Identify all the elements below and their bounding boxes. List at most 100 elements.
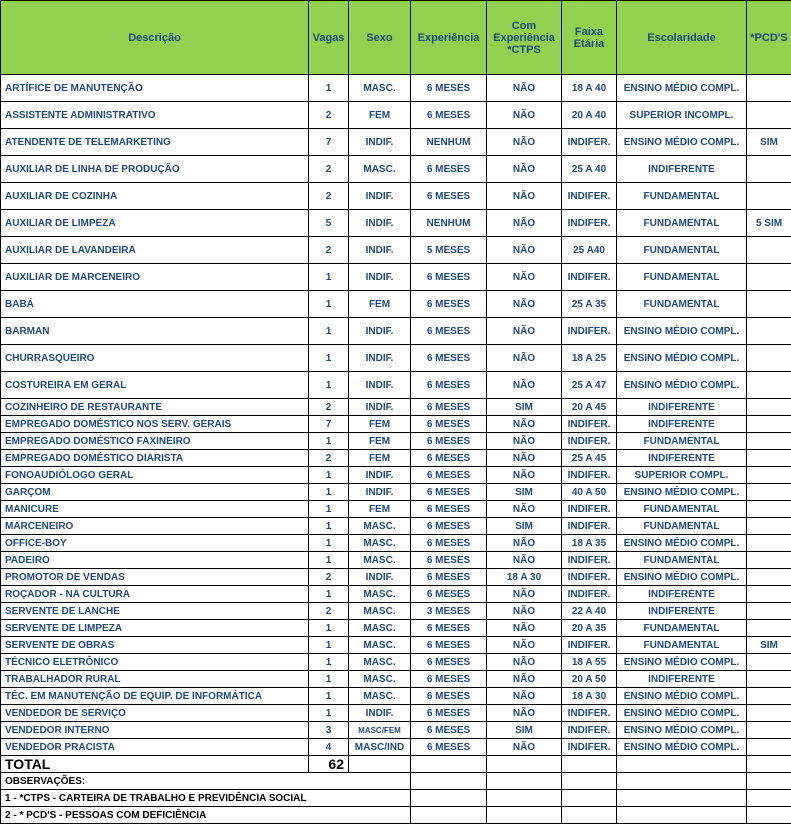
table-row: TÉC. EM MANUTENÇÃO DE EQUIP. DE INFORMÁT… [1, 688, 791, 705]
cell-descricao: CHURRASQUEIRO [1, 345, 309, 372]
cell-5: 25 A 45 [562, 450, 617, 467]
cell-5: INDIFER. [562, 210, 617, 237]
cell-7 [747, 372, 791, 399]
cell-4: NÃO [487, 620, 562, 637]
jobs-table: Descrição Vagas Sexo Experiência Com Exp… [0, 0, 791, 824]
empty-cell [747, 773, 791, 790]
cell-4: NÃO [487, 129, 562, 156]
cell-3: 6 MESES [411, 484, 487, 501]
total-value: 62 [309, 756, 349, 773]
cell-4: NÃO [487, 450, 562, 467]
cell-4: NÃO [487, 156, 562, 183]
cell-7 [747, 467, 791, 484]
table-row: CHURRASQUEIRO1INDIF.6 MESESNÃO18 A 25ENS… [1, 345, 791, 372]
table-row: GARÇOM1INDIF.6 MESESSIM40 A 50ENSINO MÉD… [1, 484, 791, 501]
cell-5: INDIFER. [562, 739, 617, 756]
table-row: TRABALHADOR RURAL1MASC.6 MESESNÃO20 A 50… [1, 671, 791, 688]
cell-6: SUPERIOR INCOMPL. [617, 102, 747, 129]
cell-1: 2 [309, 183, 349, 210]
cell-5: 22 A 40 [562, 603, 617, 620]
cell-3: 6 MESES [411, 501, 487, 518]
empty-cell [411, 773, 487, 790]
cell-4: NÃO [487, 237, 562, 264]
cell-7 [747, 688, 791, 705]
cell-descricao: ROÇADOR - NA CULTURA [1, 586, 309, 603]
cell-1: 2 [309, 603, 349, 620]
table-row: FONOAUDIÓLOGO GERAL1INDIF.6 MESESNÃOINDI… [1, 467, 791, 484]
cell-descricao: SERVENTE DE OBRAS [1, 637, 309, 654]
cell-4: NÃO [487, 183, 562, 210]
empty-cell [411, 790, 487, 807]
cell-2: INDIF. [349, 183, 411, 210]
empty-cell [617, 756, 747, 773]
cell-5: INDIFER. [562, 416, 617, 433]
cell-7 [747, 102, 791, 129]
cell-descricao: ARTÍFICE DE MANUTENÇÃO [1, 75, 309, 102]
empty-cell [487, 790, 562, 807]
cell-4: NÃO [487, 688, 562, 705]
cell-5: INDIFER. [562, 637, 617, 654]
cell-4: NÃO [487, 586, 562, 603]
cell-6: ENSINO MÉDIO COMPL. [617, 739, 747, 756]
cell-1: 2 [309, 450, 349, 467]
cell-2: MASC. [349, 156, 411, 183]
cell-4: NÃO [487, 372, 562, 399]
observation-row: 1 - *CTPS - CARTEIRA DE TRABALHO E PREVI… [1, 790, 791, 807]
table-row: PADEIRO1MASC.6 MESESNÃOINDIFER.FUNDAMENT… [1, 552, 791, 569]
cell-6: ENSINO MÉDIO COMPL. [617, 372, 747, 399]
cell-1: 1 [309, 484, 349, 501]
cell-6: ENSINO MÉDIO COMPL. [617, 654, 747, 671]
observation-text: 1 - *CTPS - CARTEIRA DE TRABALHO E PREVI… [1, 790, 411, 807]
cell-descricao: PROMOTOR DE VENDAS [1, 569, 309, 586]
cell-5: 18 A 30 [562, 688, 617, 705]
cell-2: INDIF. [349, 210, 411, 237]
cell-3: 6 MESES [411, 739, 487, 756]
cell-2: MASC/FEM [349, 722, 411, 739]
cell-7 [747, 722, 791, 739]
empty-cell [349, 756, 411, 773]
cell-2: INDIF. [349, 318, 411, 345]
cell-4: SIM [487, 518, 562, 535]
cell-6: FUNDAMENTAL [617, 637, 747, 654]
cell-2: FEM [349, 291, 411, 318]
header-vagas: Vagas [309, 1, 349, 75]
cell-5: INDIFER. [562, 501, 617, 518]
cell-descricao: ASSISTENTE ADMINISTRATIVO [1, 102, 309, 129]
header-escolaridade: Escolaridade [617, 1, 747, 75]
table-row: VENDEDOR PRACISTA4MASC/IND6 MESESNÃOINDI… [1, 739, 791, 756]
table-row: BARMAN1INDIF.6 MESESNÃOINDIFER.ENSINO MÉ… [1, 318, 791, 345]
cell-descricao: TRABALHADOR RURAL [1, 671, 309, 688]
cell-4: NÃO [487, 345, 562, 372]
cell-3: 6 MESES [411, 722, 487, 739]
cell-descricao: VENDEDOR INTERNO [1, 722, 309, 739]
cell-5: INDIFER. [562, 467, 617, 484]
cell-7 [747, 318, 791, 345]
cell-7: SIM [747, 637, 791, 654]
cell-7 [747, 183, 791, 210]
table-row: VENDEDOR DE SERVIÇO1INDIF.6 MESESNÃOINDI… [1, 705, 791, 722]
cell-5: 25 A 40 [562, 156, 617, 183]
cell-1: 1 [309, 518, 349, 535]
cell-7 [747, 586, 791, 603]
cell-descricao: AUXILIAR DE LIMPEZA [1, 210, 309, 237]
cell-3: 6 MESES [411, 102, 487, 129]
cell-1: 1 [309, 433, 349, 450]
cell-1: 2 [309, 237, 349, 264]
cell-3: 6 MESES [411, 518, 487, 535]
cell-7 [747, 705, 791, 722]
table-row: OFFICE-BOY1MASC.6 MESESNÃO18 A 35ENSINO … [1, 535, 791, 552]
observation-text: OBSERVAÇÕES: [1, 773, 411, 790]
table-row: AUXILIAR DE MARCENEIRO1INDIF.6 MESESNÃOI… [1, 264, 791, 291]
table-row: AUXILIAR DE LAVANDEIRA2INDIF.5 MESESNÃO2… [1, 237, 791, 264]
cell-5: 18 A 35 [562, 535, 617, 552]
empty-cell [617, 773, 747, 790]
cell-5: INDIFER. [562, 264, 617, 291]
cell-6: FUNDAMENTAL [617, 501, 747, 518]
cell-1: 1 [309, 586, 349, 603]
cell-2: INDIF. [349, 705, 411, 722]
cell-2: MASC. [349, 620, 411, 637]
empty-cell [562, 807, 617, 824]
empty-cell [487, 773, 562, 790]
cell-descricao: EMPREGADO DOMÉSTICO NOS SERV. GERAIS [1, 416, 309, 433]
cell-2: INDIF. [349, 129, 411, 156]
